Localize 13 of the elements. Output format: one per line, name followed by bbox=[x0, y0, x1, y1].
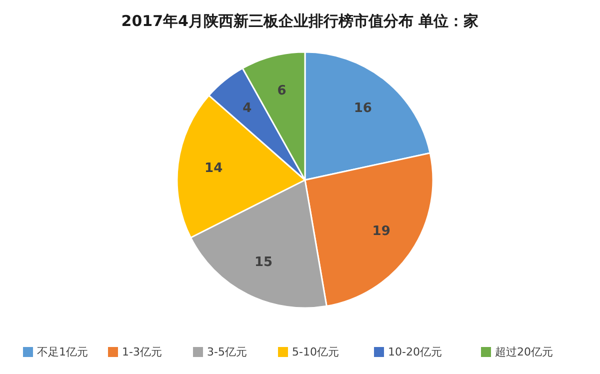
data-label: 19 bbox=[372, 224, 390, 240]
legend-label: 不足1亿元 bbox=[37, 346, 88, 358]
data-label: 6 bbox=[277, 83, 286, 98]
data-label: 15 bbox=[254, 254, 273, 270]
data-label: 16 bbox=[354, 100, 372, 116]
legend-label: 3-5亿元 bbox=[207, 346, 247, 358]
legend-label: 10-20亿元 bbox=[388, 346, 442, 358]
legend-label: 1-3亿元 bbox=[122, 346, 162, 358]
legend-label: 超过20亿元 bbox=[495, 346, 553, 358]
chart-title: 2017年4月陕西新三板企业排行榜市值分布 单位：家 bbox=[121, 12, 479, 30]
data-label: 4 bbox=[242, 100, 252, 116]
data-label: 14 bbox=[204, 160, 223, 176]
legend-label: 5-10亿元 bbox=[292, 346, 339, 358]
